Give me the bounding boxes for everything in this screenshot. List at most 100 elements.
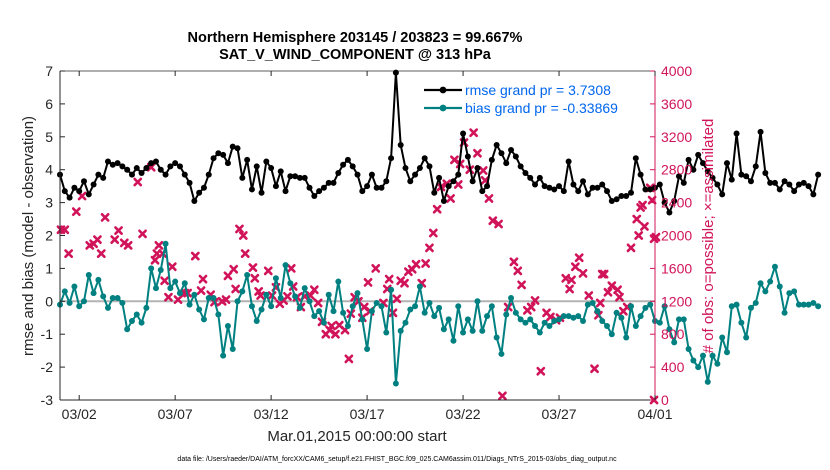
rmse-point bbox=[344, 156, 351, 163]
rmse-point bbox=[320, 184, 327, 191]
rmse-point bbox=[795, 181, 802, 188]
rmse-point bbox=[743, 173, 750, 180]
rmse-point bbox=[76, 188, 83, 195]
bias-point bbox=[306, 298, 313, 305]
assimilated-marker bbox=[638, 200, 647, 210]
rmse-point bbox=[565, 158, 572, 165]
rmse-point bbox=[306, 184, 313, 191]
rmse-point bbox=[455, 171, 462, 178]
legend-bias-marker bbox=[439, 104, 447, 112]
bias-point bbox=[757, 280, 764, 287]
bias-point bbox=[488, 303, 495, 310]
rmse-point bbox=[191, 197, 198, 204]
bias-point bbox=[762, 288, 769, 295]
bias-point bbox=[244, 271, 251, 278]
rmse-point bbox=[623, 193, 630, 200]
assimilated-marker bbox=[498, 391, 507, 401]
bias-point bbox=[143, 304, 150, 311]
assimilated-marker bbox=[64, 249, 74, 258]
left-y-ticks: -3 -2 -1 0 1 2 3 4 5 6 7 bbox=[41, 63, 65, 408]
rmse-point bbox=[378, 184, 385, 191]
bias-point bbox=[364, 346, 371, 352]
assimilated-marker bbox=[615, 292, 624, 302]
assimilated-marker bbox=[231, 284, 241, 294]
assimilated-marker bbox=[198, 274, 208, 284]
assimilated-marker bbox=[71, 207, 81, 217]
bias-point bbox=[791, 288, 798, 295]
rmse-point bbox=[445, 183, 452, 190]
rmse-point bbox=[364, 183, 371, 190]
bias-point bbox=[80, 298, 87, 305]
bias-point bbox=[594, 308, 601, 315]
rmse-point bbox=[85, 191, 92, 198]
rmse-point bbox=[541, 183, 548, 190]
rmse-point bbox=[263, 158, 270, 165]
assimilated-marker bbox=[432, 204, 442, 214]
rmse-point bbox=[277, 168, 284, 175]
right-y-axis-label: # of obs: o=possible; ×=assimilated bbox=[700, 119, 717, 354]
bias-point bbox=[349, 303, 356, 310]
bias-point bbox=[618, 314, 625, 321]
bias-point bbox=[484, 313, 491, 320]
rmse-point bbox=[124, 166, 131, 173]
assimilated-marker bbox=[160, 276, 170, 286]
rmse-point bbox=[90, 181, 97, 188]
bias-point bbox=[512, 309, 519, 316]
bias-point bbox=[296, 304, 303, 311]
assimilated-marker bbox=[138, 229, 147, 239]
x-tick-label: 03/27 bbox=[542, 406, 577, 422]
rmse-point bbox=[589, 184, 596, 191]
bias-series bbox=[57, 240, 822, 387]
assimilated-marker bbox=[425, 243, 434, 253]
rmse-point bbox=[656, 181, 663, 188]
assimilated-marker bbox=[286, 264, 296, 273]
bias-point bbox=[272, 275, 279, 282]
bias-point bbox=[224, 322, 231, 329]
bias-point bbox=[771, 263, 778, 270]
bias-point bbox=[781, 309, 788, 316]
bias-point bbox=[714, 360, 721, 367]
rmse-series bbox=[57, 69, 822, 216]
bias-point bbox=[388, 286, 395, 293]
bias-point bbox=[747, 304, 754, 311]
assimilated-marker bbox=[567, 275, 576, 285]
assimilated-marker bbox=[469, 128, 479, 138]
right-y-tick-label: 3200 bbox=[661, 129, 692, 145]
rmse-point bbox=[800, 179, 807, 186]
assimilated-marker bbox=[238, 231, 248, 240]
bias-point bbox=[628, 303, 635, 310]
rmse-point bbox=[292, 173, 299, 180]
right-y-tick-label: 0 bbox=[661, 392, 669, 408]
bias-point bbox=[426, 299, 433, 306]
bias-point bbox=[805, 301, 812, 308]
rmse-point bbox=[330, 179, 337, 186]
bias-point bbox=[728, 303, 735, 310]
rmse-point bbox=[373, 184, 380, 191]
assimilated-marker bbox=[494, 219, 503, 229]
assimilated-marker bbox=[150, 255, 160, 265]
bias-point bbox=[205, 295, 212, 302]
bias-point bbox=[392, 380, 399, 387]
assimilated-marker bbox=[640, 222, 649, 231]
bias-point bbox=[397, 327, 404, 334]
rmse-point bbox=[517, 163, 524, 170]
x-tick-label: 03/22 bbox=[446, 406, 481, 422]
bias-point bbox=[642, 304, 649, 311]
rmse-point bbox=[695, 151, 702, 158]
assimilated-marker bbox=[167, 262, 177, 272]
assimilated-marker bbox=[371, 264, 381, 273]
assimilated-marker bbox=[613, 285, 622, 295]
bias-point bbox=[719, 334, 726, 341]
left-y-tick-label: 6 bbox=[45, 96, 53, 112]
assimilated-marker bbox=[331, 329, 340, 339]
rmse-point bbox=[815, 171, 822, 178]
bias-point bbox=[508, 295, 515, 302]
rmse-point bbox=[258, 189, 265, 196]
bias-point bbox=[196, 306, 203, 313]
rmse-point bbox=[479, 188, 486, 195]
bias-point bbox=[690, 357, 697, 364]
assimilated-marker bbox=[196, 286, 206, 296]
rmse-point bbox=[685, 156, 692, 163]
bias-point bbox=[344, 322, 351, 329]
bias-point bbox=[800, 301, 807, 308]
